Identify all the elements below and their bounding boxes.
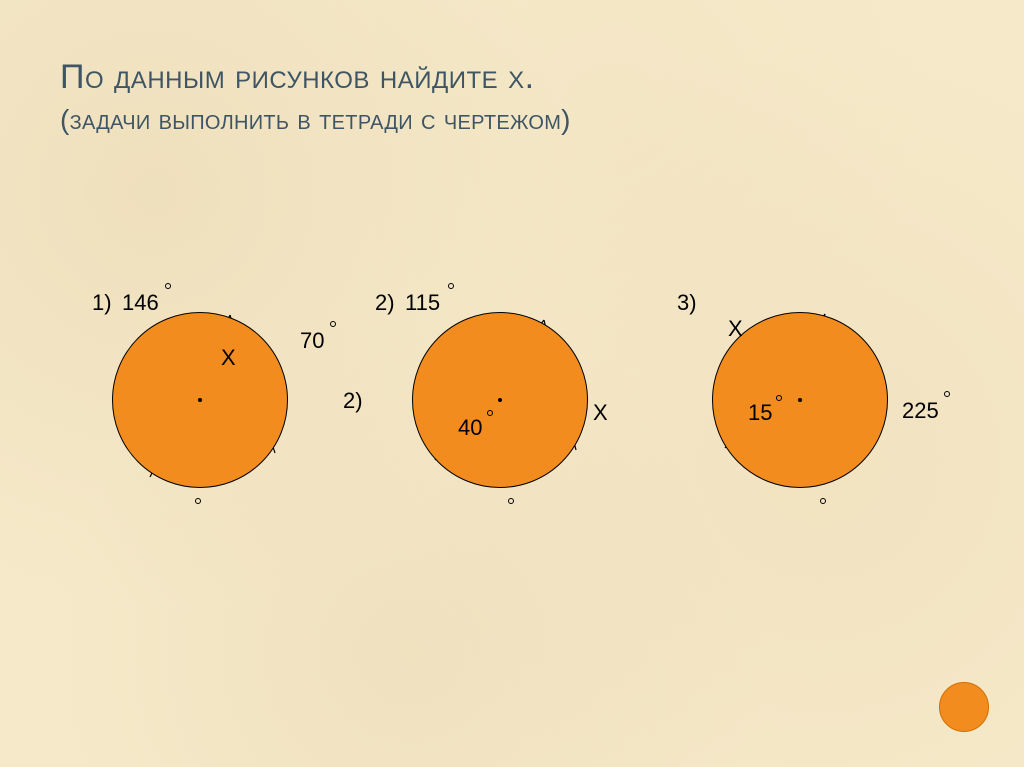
p2-x-label: X [593,400,608,426]
p1-x-label: X [221,345,236,371]
p2-center-dot [498,398,502,402]
p1-index: 1) [92,290,112,316]
p2-arc-top: 115 [405,290,440,316]
slide: По данным рисунков найдите х. (задачи вы… [0,0,1024,767]
p2-index: 2) [375,290,395,316]
p3-angle-deg [776,395,782,401]
p3-arc-right: 225 [902,398,939,424]
p3-x-label: X [728,316,743,342]
p3-angle-inside: 15 [748,400,772,426]
p2-bottom-deg [508,498,514,504]
p2-angle-inside: 40 [458,415,482,441]
p2-extra-label: 2) [343,388,363,414]
decor-circle-icon [939,682,989,732]
p1-arc-left: 146 [122,290,159,316]
p2-arc-top-deg [448,283,454,289]
p3-index: 3) [677,290,697,316]
p1-arc-left-deg [165,283,171,289]
p1-arc-right-deg [330,321,336,327]
p1-arc-right: 70 [300,328,324,354]
p3-center-dot [798,398,802,402]
p2-angle-deg [487,410,493,416]
p3-arc-right-deg [944,391,950,397]
p1-bottom-deg [195,498,201,504]
diagram-area: 1) 146 70 X 2) 115 2) 40 X 3) X 15 225 [0,0,1024,767]
p1-center-dot [198,398,202,402]
p3-bottom-deg [820,498,826,504]
